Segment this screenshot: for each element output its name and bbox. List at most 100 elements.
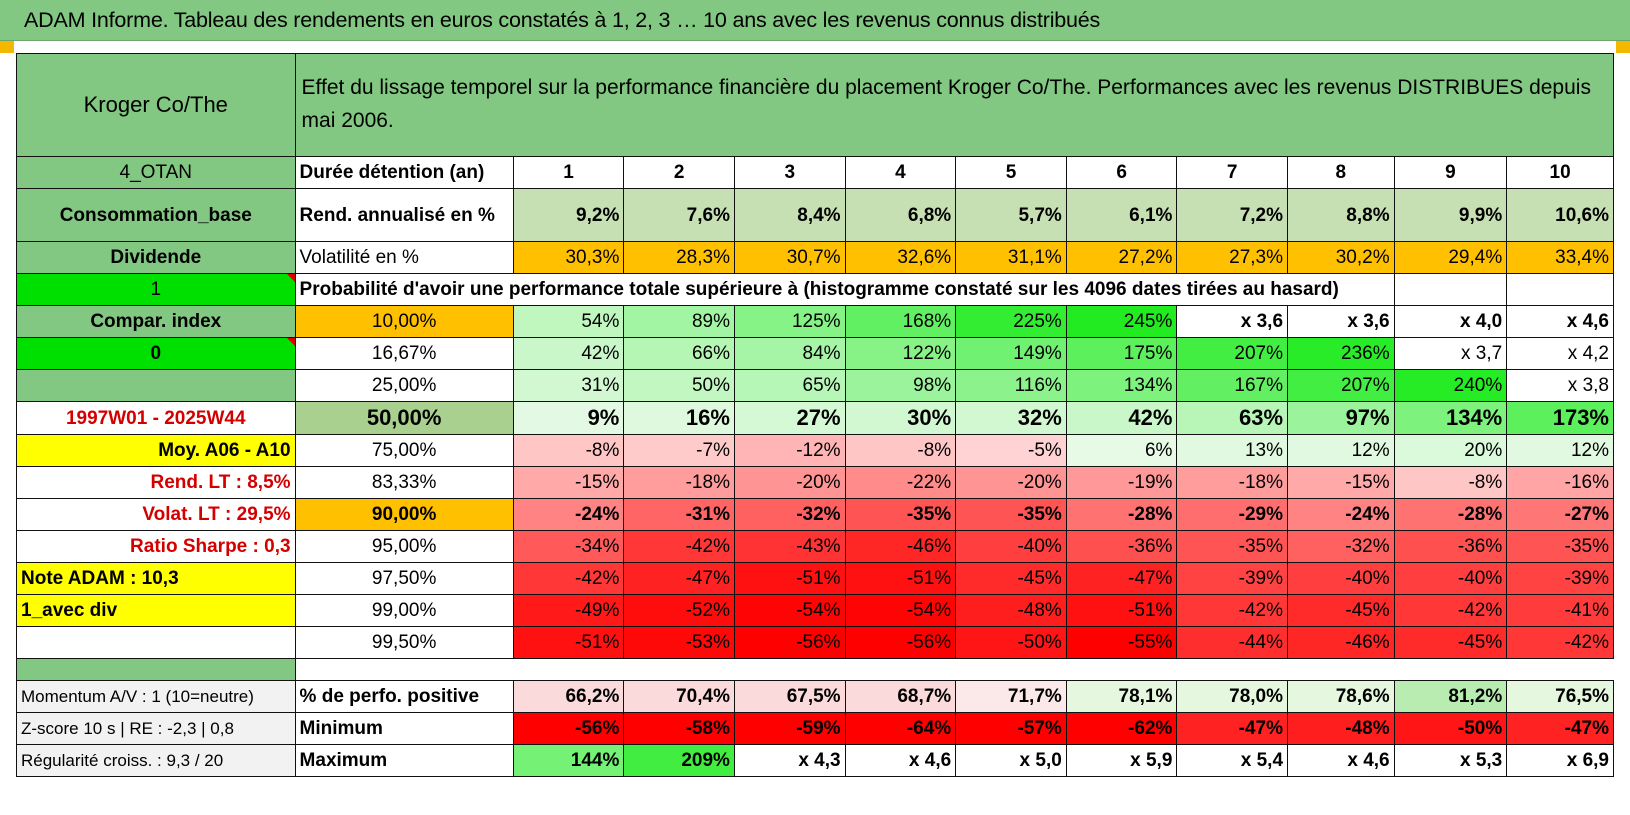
probability-threshold: 10,00% (294, 305, 514, 338)
probability-value: x 3,7 (1393, 337, 1508, 370)
probability-value: -45% (1393, 626, 1508, 659)
probability-value: -35% (844, 498, 957, 531)
left-label: Note ADAM : 10,3 (16, 562, 296, 595)
probability-value: 30% (844, 401, 957, 435)
bottom-value: 70,4% (623, 680, 735, 713)
volatilite-value: 29,4% (1393, 241, 1508, 274)
label-dividende: Dividende (16, 241, 296, 274)
probability-value: -27% (1506, 498, 1614, 531)
probability-value: -36% (1065, 530, 1178, 563)
probability-value: 236% (1287, 337, 1395, 370)
left-label: Ratio Sharpe : 0,3 (16, 530, 296, 563)
left-label: Moy. A06 - A10 (16, 434, 296, 467)
probability-value: -42% (1393, 594, 1508, 627)
bottom-value: -57% (955, 712, 1067, 745)
probability-value: 89% (623, 305, 735, 338)
probability-value: 65% (733, 369, 846, 402)
left-label: 1997W01 - 2025W44 (16, 401, 296, 435)
duration-header: 10 (1506, 156, 1614, 189)
left-label: 0 (16, 337, 296, 370)
probability-value: 168% (844, 305, 957, 338)
probability-value: -56% (733, 626, 846, 659)
rendement-value: 8,8% (1287, 188, 1395, 242)
probability-value: -51% (844, 562, 957, 595)
probability-value: -41% (1506, 594, 1614, 627)
empty-cell (1393, 273, 1508, 306)
probability-value: 134% (1065, 369, 1178, 402)
probability-threshold: 97,50% (294, 562, 514, 595)
probability-value: x 4,6 (1506, 305, 1614, 338)
rendement-value: 7,6% (623, 188, 735, 242)
probability-value: -54% (844, 594, 957, 627)
bottom-value: 67,5% (733, 680, 846, 713)
spacer (295, 659, 1613, 681)
volatilite-label: Volatilité en % (294, 241, 514, 274)
probability-value: 207% (1176, 337, 1289, 370)
bottom-value: x 4,6 (1287, 744, 1395, 777)
probability-value: -19% (1065, 466, 1178, 499)
probability-value: -51% (1065, 594, 1178, 627)
probability-value: -32% (733, 498, 846, 531)
duration-header: 9 (1393, 156, 1508, 189)
probability-value: -29% (1176, 498, 1289, 531)
probability-value: 16% (623, 401, 735, 435)
volatilite-value: 33,4% (1506, 241, 1614, 274)
rendement-label: Rend. annualisé en % (294, 188, 514, 242)
rendement-value: 9,2% (512, 188, 625, 242)
duration-header: 1 (512, 156, 625, 189)
left-label: Compar. index (16, 305, 296, 338)
probability-value: -51% (733, 562, 846, 595)
left-label (16, 626, 296, 659)
left-label: 1_avec div (16, 594, 296, 627)
probability-threshold: 83,33% (294, 466, 514, 499)
probability-value: -36% (1393, 530, 1508, 563)
bottom-value: -59% (733, 712, 846, 745)
bottom-left-label: Momentum A/V : 1 (10=neutre) (16, 680, 296, 713)
probability-value: -40% (1287, 562, 1395, 595)
bottom-value: -47% (1176, 712, 1289, 745)
probability-value: -8% (1393, 466, 1508, 499)
probability-value: -50% (955, 626, 1067, 659)
probability-value: 27% (733, 401, 846, 435)
rendement-value: 7,2% (1176, 188, 1289, 242)
probability-value: 20% (1393, 434, 1508, 467)
volatilite-value: 30,2% (1287, 241, 1395, 274)
bottom-row-label: Minimum (294, 712, 514, 745)
probability-value: 225% (955, 305, 1067, 338)
rendement-value: 6,8% (844, 188, 957, 242)
probability-value: -43% (733, 530, 846, 563)
volatilite-value: 31,1% (955, 241, 1067, 274)
probability-value: x 4,0 (1393, 305, 1508, 338)
probability-threshold: 95,00% (294, 530, 514, 563)
probability-value: x 4,2 (1506, 337, 1614, 370)
probability-value: -48% (955, 594, 1067, 627)
volatilite-value: 30,7% (733, 241, 846, 274)
left-label: Rend. LT : 8,5% (16, 466, 296, 499)
probability-value: -45% (955, 562, 1067, 595)
probability-value: 122% (844, 337, 957, 370)
flag-1: 1 (16, 273, 296, 306)
probability-value: 173% (1506, 401, 1614, 435)
duration-header: 8 (1287, 156, 1395, 189)
probability-value: -47% (1065, 562, 1178, 595)
description: Effet du lissage temporel sur la perform… (294, 53, 1615, 157)
rendement-value: 10,6% (1506, 188, 1614, 242)
probability-value: -34% (512, 530, 625, 563)
probability-title: Probabilité d'avoir une performance tota… (294, 273, 1395, 306)
probability-value: -35% (1506, 530, 1614, 563)
probability-value: 240% (1393, 369, 1508, 402)
probability-value: 13% (1176, 434, 1289, 467)
probability-value: -39% (1506, 562, 1614, 595)
bottom-value: x 5,4 (1176, 744, 1289, 777)
probability-value: -20% (733, 466, 846, 499)
probability-value: -18% (623, 466, 735, 499)
probability-value: -42% (1506, 626, 1614, 659)
bottom-value: x 4,6 (844, 744, 957, 777)
probability-value: -7% (623, 434, 735, 467)
fund-name: Kroger Co/The (16, 53, 296, 157)
rendement-value: 5,7% (955, 188, 1067, 242)
probability-value: -31% (623, 498, 735, 531)
duration-header: 5 (955, 156, 1067, 189)
bottom-value: 68,7% (844, 680, 957, 713)
probability-value: -5% (955, 434, 1067, 467)
